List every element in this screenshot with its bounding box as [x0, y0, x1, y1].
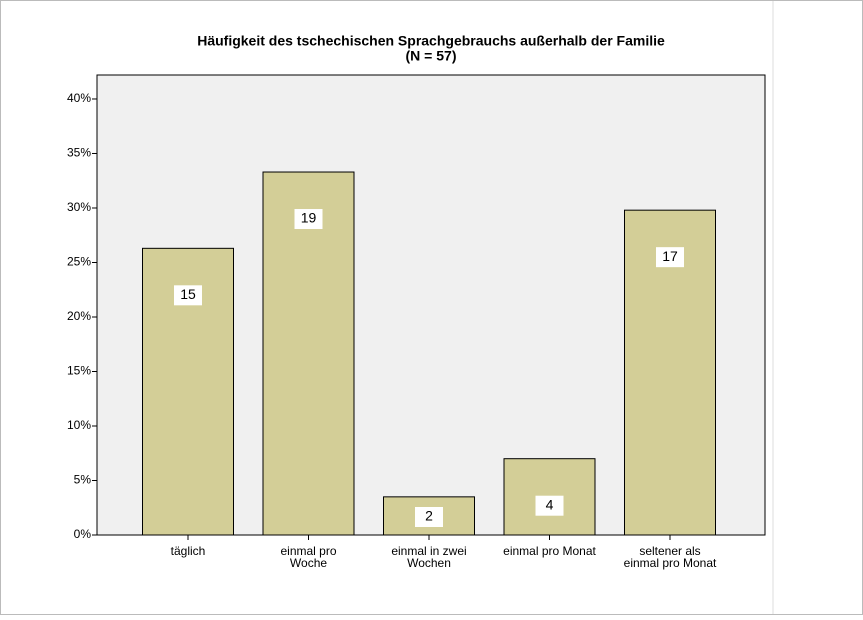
value-label-box: [294, 209, 323, 230]
y-tick-label: 30%: [67, 200, 91, 214]
y-tick-label: 40%: [67, 91, 91, 105]
y-tick-label: 20%: [67, 309, 91, 323]
value-label: 19: [301, 210, 317, 226]
bar: [262, 171, 355, 536]
x-tick-label: seltener als einmal pro Monat: [624, 544, 717, 570]
chart-subtitle: (N = 57): [406, 48, 457, 64]
y-tick-label: 25%: [67, 255, 91, 269]
x-tick-label-line: einmal pro Monat: [624, 556, 717, 570]
x-tick-label-line: Woche: [290, 556, 327, 570]
bar: [503, 458, 596, 536]
value-label: 4: [546, 496, 554, 512]
value-label-box: [415, 507, 443, 527]
value-label: 2: [425, 508, 433, 524]
x-tick-label: einmal in zwei Wochen: [391, 544, 466, 570]
x-tick-label-line: Wochen: [407, 556, 451, 570]
y-tick-label: 10%: [67, 418, 91, 432]
x-tick-label-line: seltener als: [639, 544, 700, 558]
y-tick-label: 35%: [67, 146, 91, 160]
chart-title: Häufigkeit des tschechischen Sprachgebra…: [197, 33, 665, 49]
x-tick-label-line: einmal in zwei: [391, 544, 466, 558]
value-label: 17: [662, 248, 678, 264]
x-tick-label-line: einmal pro: [280, 544, 336, 558]
value-label-box: [656, 247, 684, 268]
y-tick-label: 0%: [74, 527, 92, 541]
x-tick-label: einmal pro Monat: [503, 544, 596, 558]
x-tick-label: einmal pro Woche: [280, 544, 336, 570]
y-tick-label: 5%: [74, 473, 92, 487]
x-tick-label-line: einmal pro Monat: [503, 544, 596, 558]
x-tick-label: täglich: [171, 544, 206, 558]
value-label: 15: [180, 286, 196, 302]
value-label-box: [535, 495, 564, 516]
value-label-box: [174, 285, 202, 306]
y-tick-label: 15%: [67, 364, 91, 378]
x-tick-label-line: täglich: [171, 544, 206, 558]
